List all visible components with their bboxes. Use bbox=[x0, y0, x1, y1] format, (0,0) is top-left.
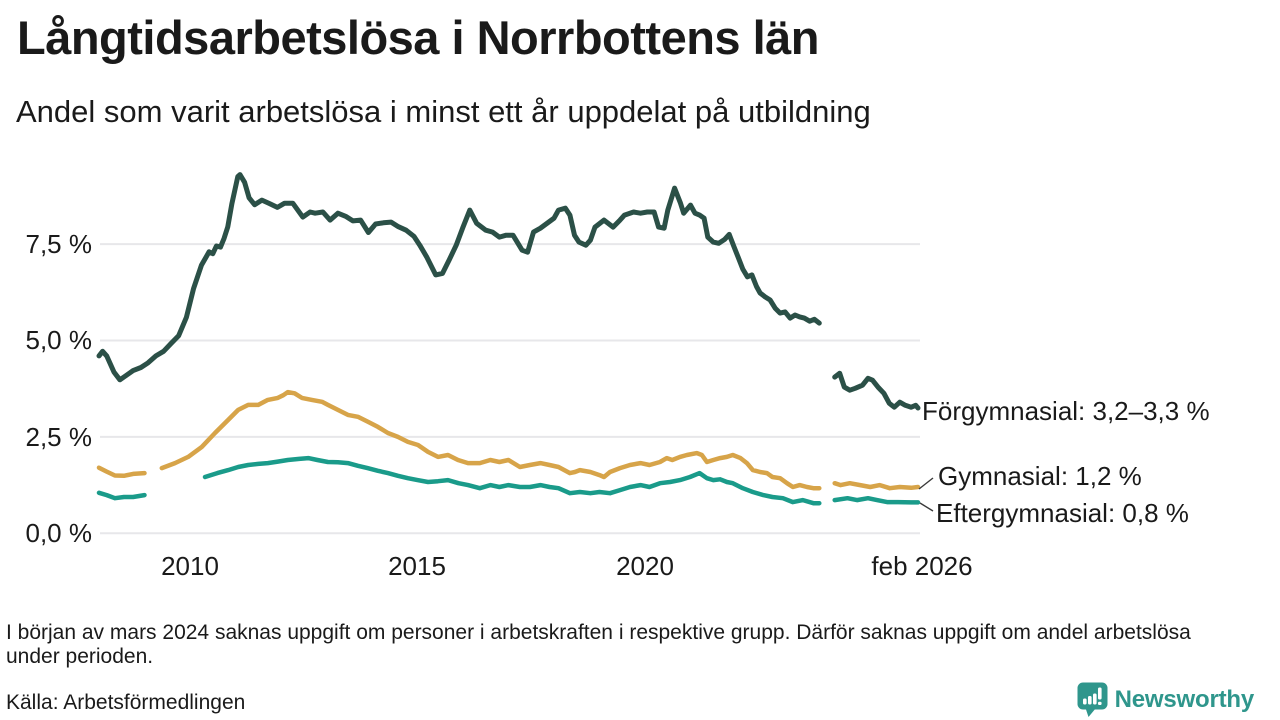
label-connector bbox=[918, 477, 934, 490]
y-axis-tick-label: 7,5 % bbox=[25, 229, 93, 259]
y-axis-tick-label: 0,0 % bbox=[25, 518, 93, 548]
x-axis-tick-label: 2010 bbox=[161, 551, 219, 581]
x-axis-tick-label: feb 2026 bbox=[871, 551, 973, 581]
x-axis-tick-label: 2015 bbox=[388, 551, 446, 581]
series-line-forgymnasial bbox=[96, 172, 921, 411]
y-axis-tick-label: 2,5 % bbox=[25, 422, 93, 452]
series-line-gymnasial bbox=[96, 389, 921, 491]
chart-subtitle: Andel som varit arbetslösa i minst ett å… bbox=[16, 94, 871, 129]
source-label: Källa: Arbetsförmedlingen bbox=[6, 691, 246, 714]
newsworthy-logo-text: Newsworthy bbox=[1114, 685, 1255, 713]
y-axis-tick-label: 5,0 % bbox=[25, 325, 93, 355]
label-connector bbox=[919, 502, 934, 512]
page-title: Långtidsarbetslösa i Norrbottens län bbox=[17, 11, 820, 64]
series-line-eftergymnasial bbox=[96, 455, 921, 506]
series-label-eftergymnasial: Eftergymnasial: 0,8 % bbox=[936, 498, 1189, 528]
footnote: I början av mars 2024 saknas uppgift om … bbox=[6, 621, 1191, 668]
newsworthy-logo-icon bbox=[1077, 682, 1108, 717]
series-label-gymnasial: Gymnasial: 1,2 % bbox=[938, 461, 1142, 491]
x-axis-tick-label: 2020 bbox=[616, 551, 674, 581]
series-label-forgymnasial: Förgymnasial: 3,2–3,3 % bbox=[922, 396, 1210, 426]
newsworthy-logo: Newsworthy bbox=[1077, 682, 1254, 717]
